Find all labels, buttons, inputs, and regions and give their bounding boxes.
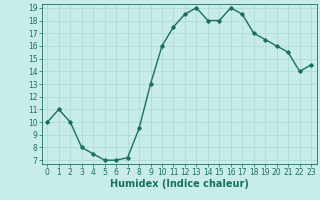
X-axis label: Humidex (Indice chaleur): Humidex (Indice chaleur) (110, 179, 249, 189)
